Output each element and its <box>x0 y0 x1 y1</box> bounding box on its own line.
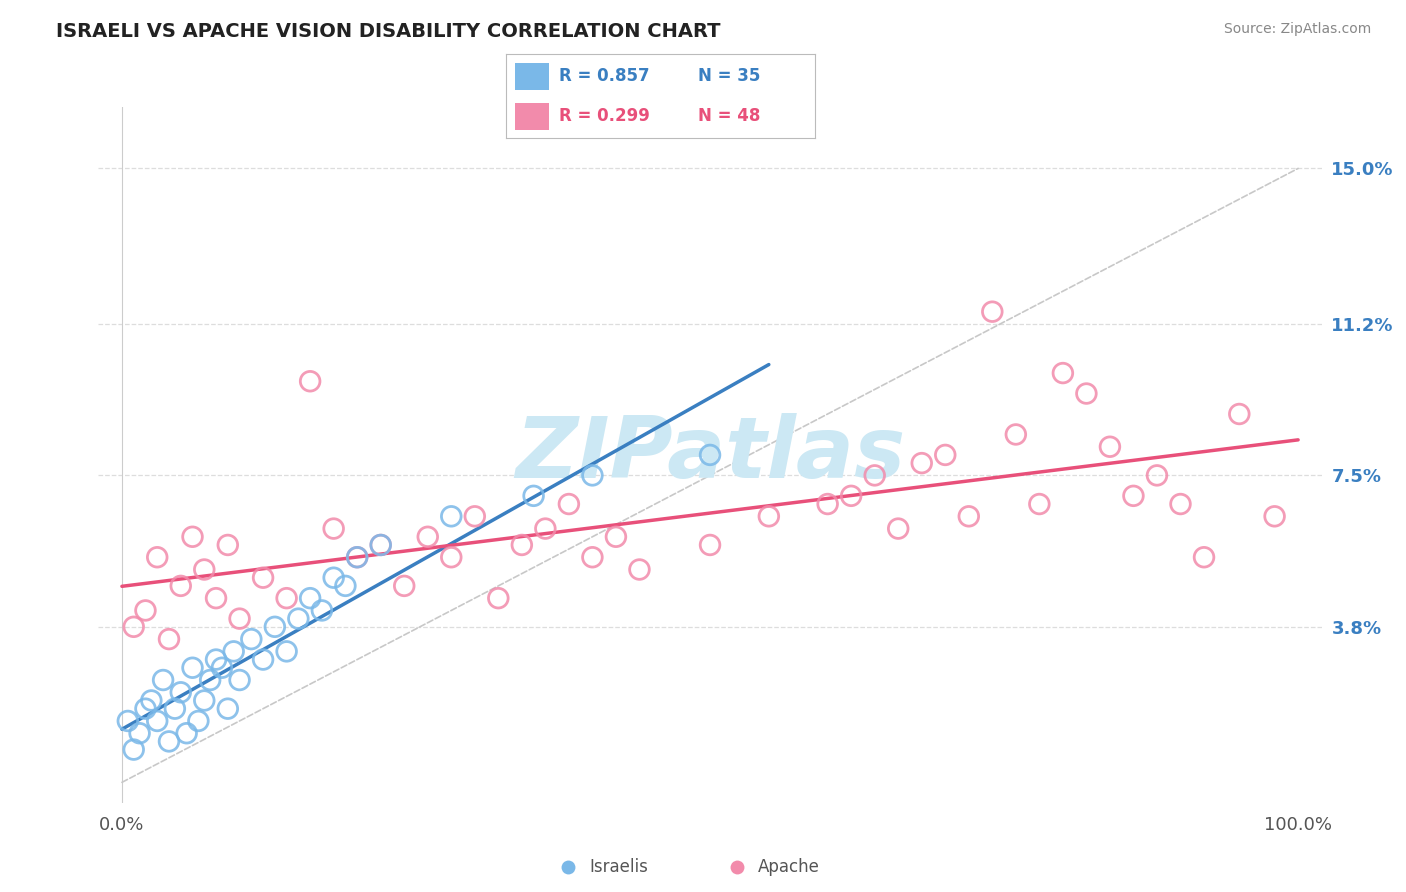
Point <box>934 448 956 462</box>
Point <box>122 620 145 634</box>
Point <box>558 497 581 511</box>
Text: R = 0.299: R = 0.299 <box>558 107 650 125</box>
Text: ISRAELI VS APACHE VISION DISABILITY CORRELATION CHART: ISRAELI VS APACHE VISION DISABILITY CORR… <box>56 22 721 41</box>
Point <box>193 693 215 707</box>
Point <box>1028 497 1050 511</box>
Point <box>322 522 344 536</box>
Point <box>1076 386 1098 401</box>
Point <box>252 571 274 585</box>
Text: Israelis: Israelis <box>589 858 648 877</box>
Point <box>240 632 263 646</box>
Point <box>1170 497 1192 511</box>
Point <box>228 612 250 626</box>
Point <box>957 509 980 524</box>
Point <box>817 497 839 511</box>
Point <box>176 726 198 740</box>
Point <box>628 562 651 576</box>
Point <box>134 701 156 715</box>
Text: N = 35: N = 35 <box>697 68 761 86</box>
Point <box>198 673 221 687</box>
Point <box>157 734 180 748</box>
Point <box>322 571 344 585</box>
Point <box>146 714 169 728</box>
Point <box>263 620 285 634</box>
Point <box>193 562 215 576</box>
Point <box>287 612 309 626</box>
Point <box>510 538 533 552</box>
Point <box>416 530 439 544</box>
Point <box>1146 468 1168 483</box>
Point <box>911 456 934 470</box>
Point <box>1264 509 1286 524</box>
Point <box>157 632 180 646</box>
Point <box>581 468 603 483</box>
Text: ZIPatlas: ZIPatlas <box>515 413 905 497</box>
Point <box>252 652 274 666</box>
Point <box>152 673 174 687</box>
Point <box>581 550 603 565</box>
Point <box>217 701 239 715</box>
Point <box>181 530 204 544</box>
Point <box>440 509 463 524</box>
Point <box>1192 550 1215 565</box>
Point <box>170 579 193 593</box>
Point <box>311 603 333 617</box>
Point <box>217 538 239 552</box>
Point <box>299 374 322 388</box>
Point <box>699 538 721 552</box>
Point <box>464 509 486 524</box>
Text: N = 48: N = 48 <box>697 107 761 125</box>
Point <box>346 550 368 565</box>
Point <box>211 661 233 675</box>
Point <box>394 579 416 593</box>
Point <box>205 591 228 606</box>
Point <box>346 550 368 565</box>
Point <box>128 726 150 740</box>
Text: Apache: Apache <box>758 858 820 877</box>
Text: R = 0.857: R = 0.857 <box>558 68 650 86</box>
Point <box>222 644 245 658</box>
Point <box>758 509 780 524</box>
Point <box>1052 366 1074 380</box>
Point <box>523 489 546 503</box>
Point <box>170 685 193 699</box>
Point <box>228 673 250 687</box>
Point <box>335 579 357 593</box>
Point <box>839 489 862 503</box>
Point <box>276 591 298 606</box>
Point <box>1004 427 1026 442</box>
FancyBboxPatch shape <box>516 103 550 130</box>
Point <box>440 550 463 565</box>
Point <box>370 538 392 552</box>
Point <box>605 530 627 544</box>
Point <box>486 591 509 606</box>
Point <box>534 522 557 536</box>
Point <box>181 661 204 675</box>
FancyBboxPatch shape <box>516 62 550 90</box>
Point <box>1098 440 1121 454</box>
Point <box>370 538 392 552</box>
Point <box>1122 489 1144 503</box>
Point <box>163 701 186 715</box>
Point <box>205 652 228 666</box>
Point <box>887 522 910 536</box>
Point <box>699 448 721 462</box>
Point <box>299 591 322 606</box>
Point <box>117 714 139 728</box>
Point <box>122 742 145 756</box>
Text: Source: ZipAtlas.com: Source: ZipAtlas.com <box>1223 22 1371 37</box>
Point <box>146 550 169 565</box>
Point <box>981 304 1004 318</box>
Point <box>863 468 886 483</box>
Point <box>134 603 156 617</box>
Point <box>276 644 298 658</box>
Point <box>141 693 163 707</box>
Point <box>1227 407 1250 421</box>
Point <box>187 714 209 728</box>
